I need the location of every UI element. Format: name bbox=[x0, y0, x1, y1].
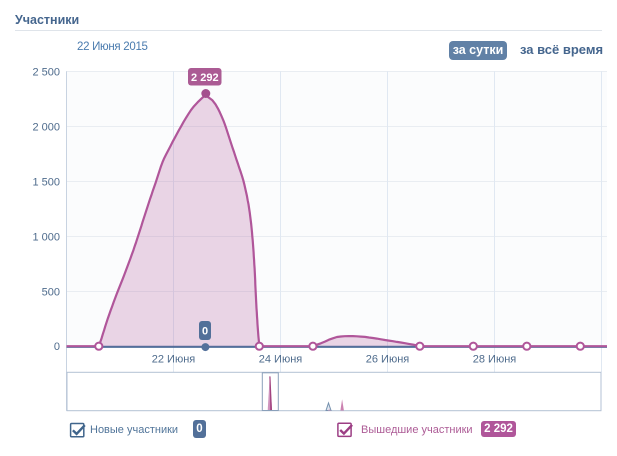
svg-text:0: 0 bbox=[202, 325, 208, 337]
svg-text:1 000: 1 000 bbox=[32, 232, 60, 244]
svg-text:2 292: 2 292 bbox=[191, 72, 219, 84]
svg-text:26 Июня: 26 Июня bbox=[366, 354, 410, 366]
svg-text:500: 500 bbox=[42, 287, 60, 299]
svg-text:2 500: 2 500 bbox=[32, 67, 60, 79]
svg-text:1 500: 1 500 bbox=[32, 177, 60, 189]
svg-text:28 Июня: 28 Июня bbox=[473, 354, 517, 366]
svg-text:24 Июня: 24 Июня bbox=[259, 354, 303, 366]
svg-text:0: 0 bbox=[54, 341, 60, 353]
svg-text:22 Июня: 22 Июня bbox=[152, 354, 196, 366]
svg-text:2 000: 2 000 bbox=[32, 122, 60, 134]
